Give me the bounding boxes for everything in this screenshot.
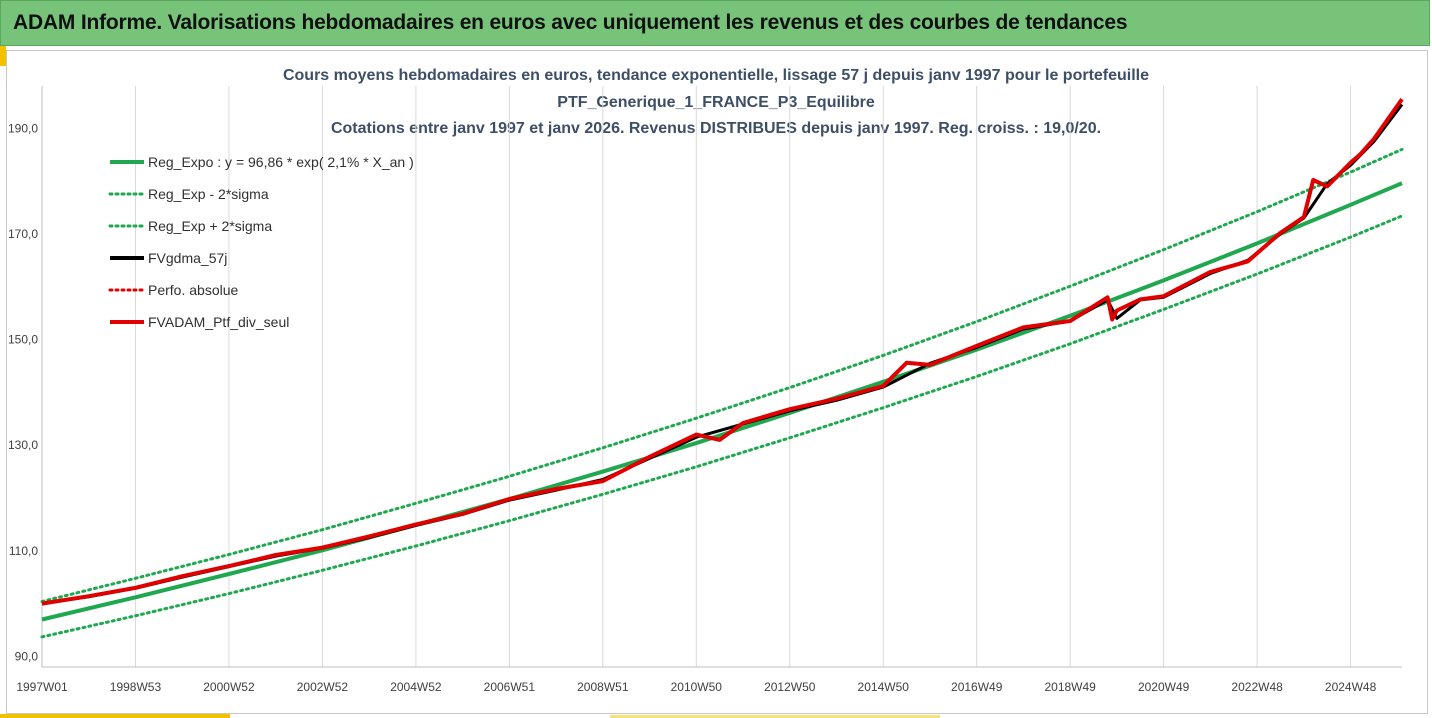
- y-tick-label: 90,0: [15, 649, 39, 663]
- x-tick-label: 1998W53: [110, 680, 162, 694]
- x-tick-label: 2018W49: [1044, 680, 1096, 694]
- series-line-4: [41, 98, 1404, 606]
- accent-bar-bottom-mid: [610, 715, 940, 718]
- axes: 90,0 110,0 130,0 150,0 170,0 190,0 1997W01 1998…: [8, 86, 1402, 694]
- y-tick-label: 130,0: [8, 438, 38, 452]
- x-tick-label: 2022W48: [1231, 680, 1283, 694]
- x-tick-label: 2006W51: [484, 680, 536, 694]
- series-line-0: [41, 181, 1403, 622]
- series-line-1: [40, 214, 1404, 639]
- y-tick-label: 110,0: [9, 544, 38, 558]
- y-tick-label: 170,0: [8, 227, 38, 241]
- x-tick-label: 2024W48: [1325, 680, 1377, 694]
- grid-lines: [41, 86, 1352, 667]
- legend: Reg_Expo : y = 96,86 * exp( 2,1% * X_an …: [108, 154, 414, 330]
- chart-title-line-2: PTF_Generique_1_FRANCE_P3_Equilibre: [557, 94, 875, 111]
- x-tick-label: 1997W01: [16, 680, 68, 694]
- legend-label: FVgdma_57j: [148, 250, 227, 266]
- x-tick-label: 2012W50: [764, 680, 816, 694]
- y-tick-label: 190,0: [8, 121, 38, 135]
- x-tick-label: 2000W52: [203, 680, 255, 694]
- series-lines: [40, 98, 1404, 639]
- x-tick-label: 2020W49: [1138, 680, 1190, 694]
- x-tick-label: 2016W49: [951, 680, 1003, 694]
- x-tick-label: 2008W51: [577, 680, 629, 694]
- accent-bar-bottom-left: [0, 714, 230, 718]
- legend-label: Perfo. absolue: [148, 282, 238, 298]
- report-title: ADAM Informe. Valorisations hebdomadaire…: [13, 11, 1128, 34]
- x-tick-label: 2010W50: [671, 680, 723, 694]
- x-tick-label: 2002W52: [297, 680, 349, 694]
- x-tick-label: 2004W52: [390, 680, 442, 694]
- legend-label: FVADAM_Ptf_div_seul: [148, 314, 289, 330]
- legend-label: Reg_Exp + 2*sigma: [148, 218, 272, 234]
- legend-label: Reg_Exp - 2*sigma: [148, 186, 269, 202]
- chart-title-line-3: Cotations entre janv 1997 et janv 2026. …: [330, 120, 1102, 137]
- y-tick-label: 150,0: [8, 333, 38, 347]
- report-banner: ADAM Informe. Valorisations hebdomadaire…: [0, 0, 1430, 46]
- series-line-2: [40, 147, 1404, 603]
- chart-frame: [6, 50, 1428, 714]
- accent-bar-top-left: [0, 46, 6, 66]
- legend-label: Reg_Expo : y = 96,86 * exp( 2,1% * X_an …: [148, 154, 414, 170]
- series-line-3: [41, 103, 1404, 606]
- chart-title-line-1: Cours moyens hebdomadaires en euros, ten…: [282, 67, 1150, 84]
- x-tick-label: 2014W50: [858, 680, 910, 694]
